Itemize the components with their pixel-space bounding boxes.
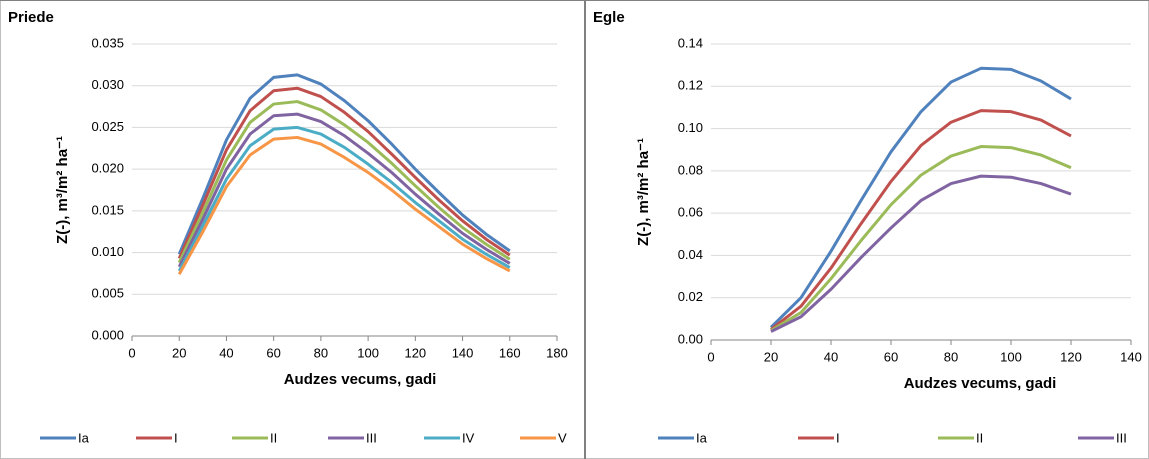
line-series: [177, 100, 511, 264]
y-tick-label: 0.015: [91, 202, 124, 217]
chart-title: Egle: [593, 9, 625, 26]
x-tick-label: 60: [884, 349, 898, 364]
x-tick-label: 140: [1120, 349, 1142, 364]
x-tick-label: 0: [128, 345, 135, 360]
y-tick-label: 0.000: [91, 327, 124, 342]
x-tick-label: 20: [172, 345, 186, 360]
x-tick-label: 80: [944, 349, 958, 364]
y-axis-title: Z(-), m³/m² ha⁻¹: [635, 138, 652, 246]
y-tick-label: 0.10: [678, 120, 703, 135]
y-tick-label: 0.00: [678, 331, 703, 346]
x-tick-label: 60: [266, 345, 280, 360]
y-tick-label: 0.025: [91, 119, 124, 134]
legend-label: III: [366, 430, 377, 445]
legend-label: IV: [462, 430, 475, 445]
y-tick-label: 0.04: [678, 247, 703, 262]
x-tick-label: 80: [314, 345, 328, 360]
x-tick-label: 100: [1000, 349, 1022, 364]
legend-label: Ia: [696, 430, 708, 445]
y-tick-label: 0.020: [91, 161, 124, 176]
x-axis-title: Audzes vecums, gadi: [284, 371, 437, 388]
x-tick-label: 180: [546, 345, 568, 360]
y-tick-label: 0.06: [678, 205, 703, 220]
y-tick-label: 0.14: [678, 35, 703, 50]
x-tick-label: 0: [707, 349, 714, 364]
y-tick-label: 0.02: [678, 289, 703, 304]
y-tick-label: 0.08: [678, 162, 703, 177]
y-tick-label: 0.010: [91, 244, 124, 259]
x-tick-label: 140: [452, 345, 474, 360]
line-series: [177, 73, 511, 255]
y-tick-label: 0.12: [678, 78, 703, 93]
line-series: [177, 135, 511, 275]
line-series: [177, 86, 511, 260]
y-tick-label: 0.005: [91, 286, 124, 301]
legend-label: III: [1116, 430, 1127, 445]
line-series: [769, 66, 1072, 329]
legend-label: I: [836, 430, 840, 445]
line-series: [770, 109, 1072, 331]
x-tick-label: 40: [219, 345, 233, 360]
legend-label: II: [270, 430, 277, 445]
legend-label: Ia: [78, 430, 90, 445]
y-tick-label: 0.035: [91, 35, 124, 50]
x-tick-label: 40: [824, 349, 838, 364]
x-tick-label: 120: [404, 345, 426, 360]
line-series: [770, 145, 1072, 332]
chart-title: Priede: [8, 9, 54, 26]
x-axis-title: Audzes vecums, gadi: [904, 375, 1057, 392]
legend-label: I: [174, 430, 178, 445]
x-tick-label: 120: [1060, 349, 1082, 364]
legend-label: II: [976, 430, 983, 445]
x-tick-label: 20: [764, 349, 778, 364]
line-series: [177, 112, 511, 268]
y-tick-label: 0.030: [91, 77, 124, 92]
x-tick-label: 100: [357, 345, 379, 360]
line-series: [177, 125, 511, 272]
x-tick-label: 160: [499, 345, 521, 360]
y-axis-title: Z(-), m³/m² ha⁻¹: [54, 136, 71, 244]
line-series: [770, 174, 1072, 333]
legend-label: V: [558, 430, 567, 445]
